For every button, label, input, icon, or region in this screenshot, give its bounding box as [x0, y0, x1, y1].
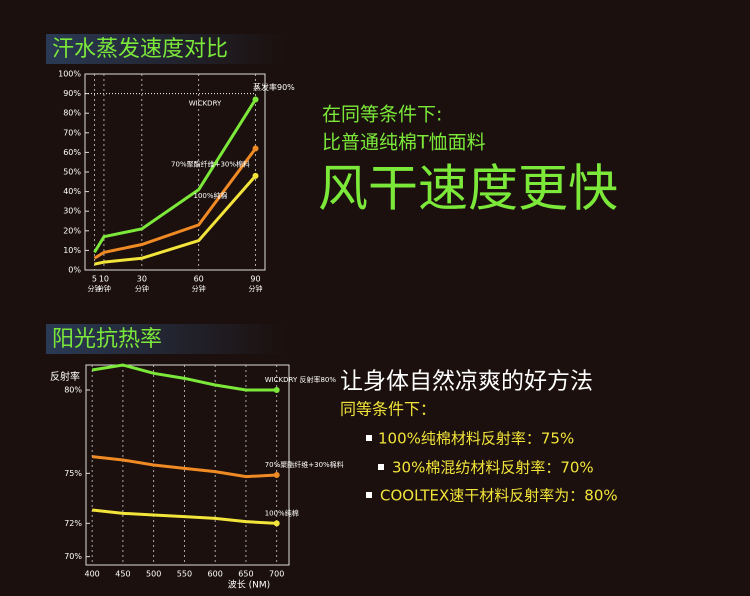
series-end [273, 472, 280, 478]
y-tick-label: 60% [63, 148, 81, 157]
series-line [94, 174, 257, 266]
series-label: 100%纯棉 [265, 508, 299, 517]
subhead: 让身体自然凉爽的好方法 [340, 369, 593, 395]
bullet [378, 464, 384, 470]
y-tick-label: 90% [63, 89, 81, 98]
series-label: 70%聚酯纤维+30%棉料 [265, 460, 344, 469]
series-end [273, 520, 280, 527]
series-line [91, 455, 277, 479]
y-tick-label: 50% [63, 168, 81, 177]
chart-title: 汗水蒸发速度对比 [52, 37, 228, 62]
y-tick-label: 100% [58, 70, 81, 79]
x-tick-label: 400 [85, 570, 100, 579]
x-tick-label: 500 [146, 570, 161, 579]
y-tick-label: 80% [63, 109, 81, 118]
x-tick-label: 60 [194, 275, 204, 284]
y-tick-label: 10% [63, 246, 81, 255]
x-tick-label: 90 [250, 275, 260, 284]
text: 在同等条件下: [322, 104, 442, 126]
y-tick-label: 80% [64, 386, 82, 395]
text: 同等条件下： [340, 400, 436, 419]
headline: 风干速度更快 [318, 160, 618, 218]
x-tick-label: 5 [92, 275, 97, 284]
y-tick-label: 70% [64, 552, 82, 561]
y-label: 反射率 [50, 370, 80, 383]
series-end [252, 96, 259, 103]
series-end [273, 387, 280, 393]
x-tick-label: 450 [115, 570, 130, 579]
series-end [252, 172, 259, 179]
x-tick-label: 30 [137, 275, 147, 284]
plot-area [85, 364, 290, 566]
bullet [366, 492, 372, 498]
x-unit: 分钟 [97, 284, 111, 293]
x-unit: 分钟 [135, 284, 149, 293]
y-tick-label: 72% [64, 519, 82, 528]
x-tick-label: 550 [177, 570, 192, 579]
x-unit: 分钟 [192, 284, 206, 293]
series-end [252, 145, 259, 152]
y-tick-label: 40% [63, 187, 81, 196]
y-tick-label: 70% [63, 128, 81, 137]
x-tick-label: 650 [238, 570, 253, 579]
bullet-text: 30%棉混纺材料反射率：70% [392, 459, 594, 477]
x-unit: 分钟 [87, 284, 101, 293]
series-line [91, 363, 277, 392]
series-label: WICKDRY [189, 100, 222, 108]
x-unit: 分钟 [249, 284, 263, 293]
annotation: 蒸发率90% [253, 82, 295, 92]
series-line [91, 508, 277, 525]
series-line [93, 147, 257, 260]
text: 比普通纯棉T恤面料 [322, 132, 486, 154]
series-label: 70%聚酯纤维+30%棉料 [171, 159, 250, 168]
x-tick-label: 600 [208, 570, 223, 579]
series-line [93, 98, 257, 254]
y-tick-label: 30% [63, 207, 81, 216]
x-label: 波长 (NM) [228, 579, 270, 591]
y-tick-label: 20% [63, 226, 81, 235]
series-label: WICKDRY 反射率80% [265, 375, 337, 384]
x-tick-label: 700 [269, 570, 284, 579]
series-label: 100%纯棉 [194, 191, 228, 200]
bullet-text: COOLTEX速干材料反射率为：80% [380, 487, 618, 505]
y-tick-label: 0% [68, 266, 81, 275]
title-band [46, 34, 286, 64]
y-tick-label: 75% [64, 469, 82, 478]
x-tick-label: 10 [99, 275, 109, 284]
bullet [366, 435, 372, 441]
bullet-text: 100%纯棉材料反射率：75% [378, 430, 574, 448]
chart-title: 阳光抗热率 [52, 327, 162, 352]
title-band [46, 324, 286, 354]
